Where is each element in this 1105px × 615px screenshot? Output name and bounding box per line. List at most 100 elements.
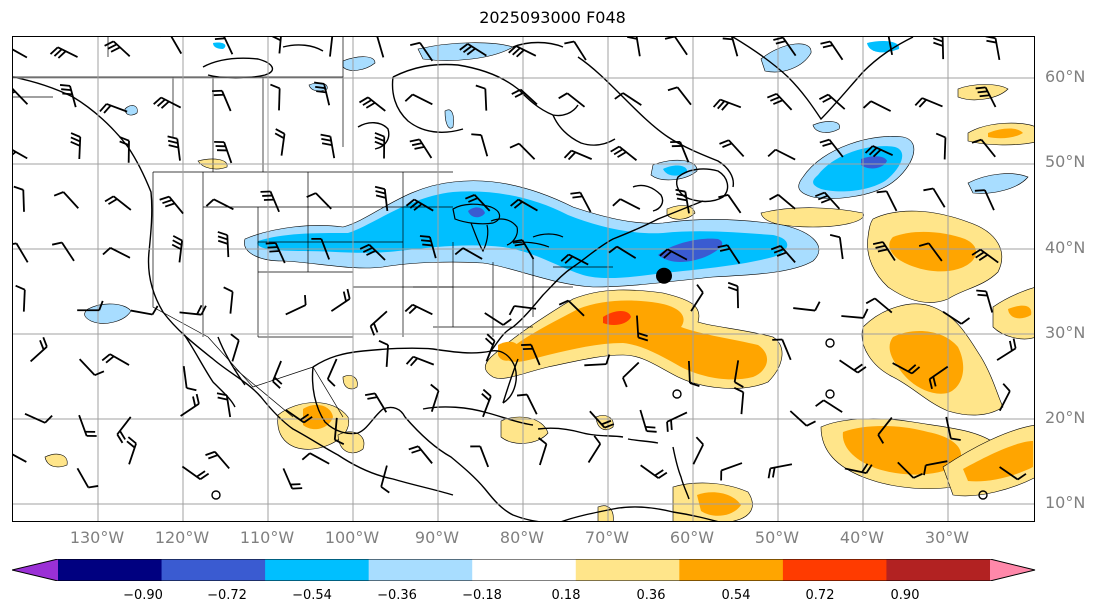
- wind-barb-feather: [116, 433, 124, 444]
- wind-barb-feather: [663, 250, 672, 259]
- lat-label-30n: 30°N: [1045, 323, 1086, 342]
- wind-barb-feather: [570, 191, 581, 195]
- wind-barb-feather: [877, 248, 888, 253]
- wind-barb-feather: [94, 370, 105, 376]
- wind-barb: [616, 245, 637, 259]
- wind-barb: [514, 305, 537, 310]
- wind-barb-feather: [53, 48, 63, 57]
- wind-barb-feather: [719, 139, 730, 145]
- wind-barb-feather: [914, 97, 923, 106]
- colorbar-segment: [679, 559, 784, 581]
- wind-barb-feather: [516, 49, 525, 58]
- colorbar-segment: [265, 559, 370, 581]
- wind-barb-feather: [862, 308, 869, 319]
- wind-barb-feather: [267, 246, 278, 249]
- wind-barb: [692, 444, 705, 465]
- wind-barb-feather: [414, 145, 425, 150]
- wind-barb: [777, 193, 796, 210]
- wind-barb: [61, 242, 75, 262]
- wind-barb-feather: [977, 90, 988, 94]
- wind-barb-feather: [108, 198, 118, 205]
- wind-barb-feather: [200, 305, 207, 316]
- wind-barb: [789, 410, 808, 427]
- wind-barb-feather: [675, 188, 686, 193]
- wind-barb-feather: [975, 251, 985, 259]
- map-title: 2025093000 F048: [479, 8, 626, 27]
- wind-barb: [320, 238, 330, 260]
- map-panel[interactable]: [12, 36, 1035, 522]
- wind-barb-feather: [815, 399, 825, 407]
- wind-barb-feather: [918, 99, 927, 108]
- wind-barb-feather: [59, 84, 71, 87]
- wind-barb-feather: [421, 239, 432, 243]
- wind-barb: [740, 392, 745, 415]
- wind-barb: [793, 307, 816, 312]
- wind-barb-feather: [373, 322, 379, 333]
- lat-label-10n: 10°N: [1045, 493, 1086, 512]
- wind-barb: [874, 297, 893, 314]
- wind-barb-feather: [459, 43, 469, 51]
- wind-barb-feather: [875, 244, 886, 249]
- wind-barb: [984, 189, 995, 211]
- wind-barb-feather: [689, 382, 700, 387]
- wind-barb-feather: [979, 94, 990, 98]
- wind-barb-feather: [721, 102, 730, 111]
- wind-barb-feather: [110, 46, 121, 53]
- wind-barb: [945, 416, 952, 439]
- wind-barb-feather: [604, 423, 615, 429]
- wind-barb-feather: [362, 246, 373, 253]
- graticule: [13, 37, 1034, 521]
- wind-barb-feather: [151, 305, 159, 316]
- wind-barb-feather: [508, 45, 517, 54]
- wind-barb-feather: [538, 437, 548, 445]
- wind-barb-feather: [877, 434, 885, 444]
- wind-barb-feather: [865, 297, 876, 305]
- wind-barb-feather: [985, 37, 996, 40]
- wind-barb-feather: [654, 469, 664, 477]
- wind-barb-feather: [829, 234, 841, 239]
- positive-anomaly-shading: [44, 84, 1034, 521]
- lat-label-20n: 20°N: [1045, 408, 1086, 427]
- wind-barb-feather: [171, 243, 182, 251]
- wind-barb: [15, 242, 29, 263]
- wind-barb: [573, 41, 587, 61]
- wind-barb-feather: [770, 245, 781, 251]
- wind-barb-feather: [62, 92, 73, 96]
- wind-barb: [897, 461, 915, 479]
- wind-barb-feather: [104, 195, 115, 203]
- wind-barb: [412, 303, 433, 316]
- wind-barb: [571, 149, 593, 160]
- storm-position-marker[interactable]: [656, 267, 672, 284]
- wind-barb-feather: [814, 301, 821, 311]
- wind-barb-feather: [667, 86, 678, 92]
- wind-barb: [367, 96, 386, 112]
- lon-label-90w: 90°W: [414, 528, 460, 547]
- wind-barb-feather: [614, 92, 624, 100]
- wind-barb-feather: [767, 92, 777, 99]
- wind-barb-feather: [932, 376, 937, 387]
- colorbar-extend-min: [12, 559, 58, 581]
- wind-barb-feather: [913, 472, 923, 479]
- wind-barb: [223, 141, 233, 164]
- wind-barb-feather: [923, 187, 934, 192]
- wind-barb: [333, 417, 338, 440]
- wind-barb-feather: [367, 396, 378, 400]
- wind-barb-feather: [722, 37, 733, 41]
- wind-barb: [231, 340, 240, 362]
- colorbar-segment: [575, 559, 680, 581]
- wind-barb-feather: [676, 197, 687, 202]
- wind-barb-feather: [818, 93, 829, 101]
- wind-barb: [635, 37, 641, 57]
- wind-barb: [329, 37, 334, 57]
- wind-barb: [380, 465, 388, 488]
- colorbar-tick: −0.54: [292, 588, 332, 603]
- wind-barb-feather: [104, 40, 114, 47]
- wind-barb: [567, 299, 585, 317]
- colorbar-segment: [472, 559, 577, 581]
- wind-barb: [584, 363, 607, 367]
- wind-barb: [309, 452, 330, 465]
- wind-barb: [994, 38, 1001, 61]
- wind-barb: [278, 37, 282, 54]
- wind-barb-feather: [126, 440, 136, 449]
- wind-barb-feather: [918, 242, 930, 247]
